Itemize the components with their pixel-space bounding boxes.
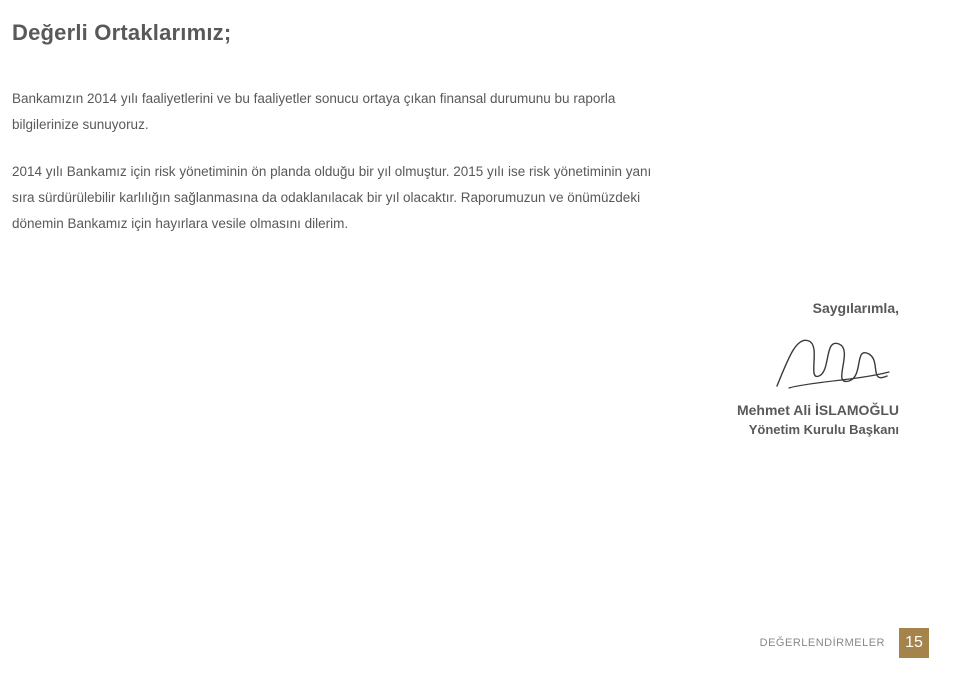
signature-name: Mehmet Ali İSLAMOĞLU bbox=[737, 402, 899, 418]
paragraph: Bankamızın 2014 yılı faaliyetlerini ve b… bbox=[12, 86, 652, 137]
closing-salutation: Saygılarımla, bbox=[737, 300, 899, 316]
signature-path bbox=[777, 340, 887, 386]
page-footer: DEĞERLENDİRMELER 15 bbox=[760, 628, 929, 658]
page-number-badge: 15 bbox=[899, 628, 929, 658]
document-page: Değerli Ortaklarımız; Bankamızın 2014 yı… bbox=[0, 0, 959, 680]
signature-title: Yönetim Kurulu Başkanı bbox=[737, 422, 899, 437]
footer-section-label: DEĞERLENDİRMELER bbox=[760, 637, 885, 649]
signature-image bbox=[769, 326, 899, 396]
paragraph: 2014 yılı Bankamız için risk yönetiminin… bbox=[12, 159, 652, 236]
signature-underline bbox=[789, 372, 889, 388]
closing-block: Saygılarımla, Mehmet Ali İSLAMOĞLU Yönet… bbox=[737, 300, 899, 437]
page-heading: Değerli Ortaklarımız; bbox=[12, 20, 899, 46]
body-text: Bankamızın 2014 yılı faaliyetlerini ve b… bbox=[12, 86, 652, 236]
